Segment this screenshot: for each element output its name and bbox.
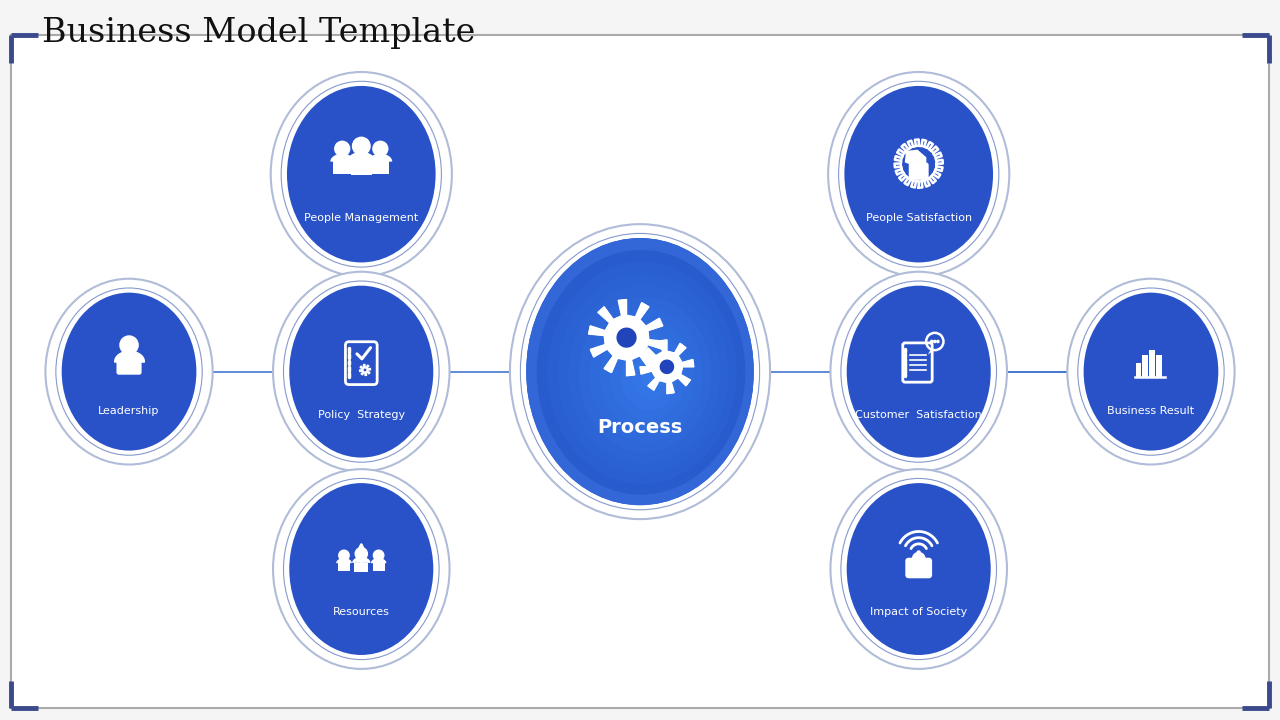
Text: Policy  Strategy: Policy Strategy — [317, 410, 404, 420]
Ellipse shape — [845, 86, 993, 263]
Ellipse shape — [579, 297, 712, 453]
Ellipse shape — [558, 274, 728, 474]
Circle shape — [918, 551, 920, 554]
Ellipse shape — [841, 479, 997, 660]
Circle shape — [352, 138, 370, 155]
FancyBboxPatch shape — [116, 358, 142, 374]
Ellipse shape — [509, 224, 771, 519]
Text: Business Result: Business Result — [1107, 406, 1194, 416]
Bar — [372, 563, 385, 571]
Ellipse shape — [1084, 292, 1219, 451]
Ellipse shape — [589, 308, 703, 442]
Circle shape — [933, 341, 936, 343]
Text: People Satisfaction: People Satisfaction — [865, 213, 972, 223]
Circle shape — [372, 141, 388, 156]
Ellipse shape — [621, 343, 678, 410]
Text: Business Model Template: Business Model Template — [42, 17, 475, 48]
Ellipse shape — [568, 285, 721, 463]
Polygon shape — [659, 359, 675, 374]
Ellipse shape — [273, 271, 449, 472]
Polygon shape — [905, 150, 927, 165]
Bar — [333, 161, 351, 174]
FancyBboxPatch shape — [10, 35, 1270, 708]
Ellipse shape — [45, 279, 212, 464]
Ellipse shape — [641, 367, 660, 390]
Ellipse shape — [831, 469, 1007, 669]
Bar — [371, 161, 389, 174]
Polygon shape — [337, 558, 352, 563]
Polygon shape — [360, 364, 371, 376]
Circle shape — [937, 341, 940, 343]
Polygon shape — [352, 557, 370, 563]
Ellipse shape — [283, 281, 439, 462]
Ellipse shape — [600, 320, 695, 431]
FancyBboxPatch shape — [905, 558, 932, 578]
Circle shape — [356, 548, 367, 560]
Ellipse shape — [631, 356, 669, 400]
Bar — [351, 160, 371, 175]
Text: Customer  Satisfaction: Customer Satisfaction — [855, 410, 982, 420]
Ellipse shape — [526, 238, 754, 505]
Ellipse shape — [1078, 288, 1224, 455]
Circle shape — [339, 550, 349, 561]
Bar — [1143, 355, 1148, 377]
Ellipse shape — [536, 250, 745, 495]
Bar — [338, 563, 349, 571]
Ellipse shape — [838, 81, 998, 267]
Ellipse shape — [846, 286, 991, 457]
Bar — [1149, 350, 1155, 377]
Bar — [1156, 355, 1162, 377]
Polygon shape — [330, 153, 355, 161]
Circle shape — [335, 141, 349, 156]
Text: Process: Process — [598, 418, 682, 437]
Ellipse shape — [270, 72, 452, 276]
Circle shape — [913, 552, 925, 565]
Ellipse shape — [828, 72, 1010, 276]
Ellipse shape — [273, 469, 449, 669]
Text: Leadership: Leadership — [99, 406, 160, 416]
Ellipse shape — [526, 238, 754, 505]
Polygon shape — [589, 300, 664, 376]
Ellipse shape — [846, 483, 991, 655]
Polygon shape — [371, 558, 387, 563]
Ellipse shape — [521, 233, 759, 510]
Bar — [355, 563, 369, 572]
Ellipse shape — [287, 86, 435, 263]
Ellipse shape — [56, 288, 202, 455]
FancyBboxPatch shape — [909, 163, 929, 180]
Ellipse shape — [1068, 279, 1235, 464]
Circle shape — [374, 550, 384, 561]
Text: Resources: Resources — [333, 607, 389, 617]
Circle shape — [364, 369, 366, 372]
Circle shape — [120, 336, 138, 354]
Polygon shape — [617, 328, 636, 348]
Polygon shape — [640, 340, 694, 394]
Ellipse shape — [548, 261, 737, 484]
Ellipse shape — [841, 281, 997, 462]
Text: Impact of Society: Impact of Society — [870, 607, 968, 617]
Ellipse shape — [289, 286, 434, 457]
Ellipse shape — [61, 292, 196, 451]
Ellipse shape — [283, 479, 439, 660]
Text: People Management: People Management — [305, 213, 419, 223]
Bar — [1135, 363, 1142, 377]
Polygon shape — [928, 348, 936, 354]
Polygon shape — [369, 153, 392, 161]
Ellipse shape — [831, 271, 1007, 472]
Ellipse shape — [611, 332, 686, 421]
Ellipse shape — [289, 483, 434, 655]
Polygon shape — [347, 152, 375, 161]
Ellipse shape — [282, 81, 442, 267]
Circle shape — [931, 341, 933, 343]
